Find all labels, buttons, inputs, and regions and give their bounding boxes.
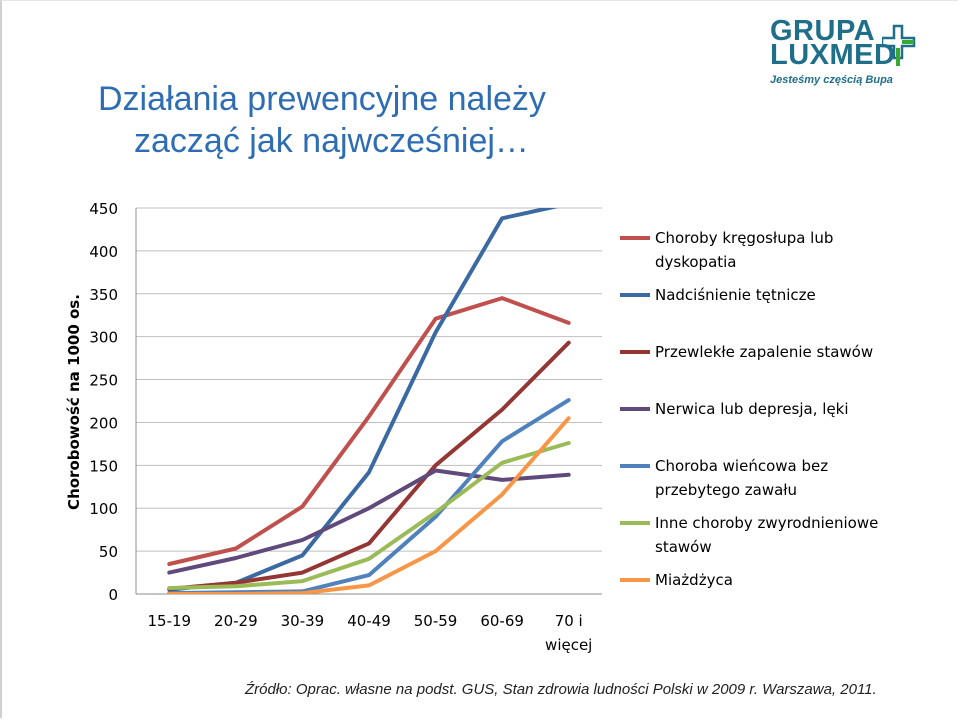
luxmed-logo: GRUPA LUXMED Jesteśmy częścią Bupa (770, 16, 930, 96)
series-line-3 (167, 340, 571, 591)
y-tick-label: 450 (89, 200, 118, 218)
series-line-6 (167, 441, 571, 590)
y-axis-label: Chorobowość na 1000 os. (65, 294, 83, 510)
legend-label: Przewlekłe zapalenie stawów (655, 343, 873, 361)
legend-label: Choroba wieńcowa bez przebytego zawału (655, 457, 828, 499)
y-tick-label: 300 (89, 329, 118, 347)
y-tick-label: 150 (89, 457, 118, 475)
x-tick-label: 40-49 (347, 612, 391, 630)
legend-label: Choroby kręgosłupa lub dyskopatia (655, 229, 833, 271)
chart-axes: 0 50 100 150 200 250 300 350 400 450 15-19 20-29 30-… (65, 200, 602, 654)
x-tick-label: 15-19 (147, 612, 191, 630)
logo-tagline: Jesteśmy częścią Bupa (770, 74, 893, 86)
slide-title-line-2: zacząć jak najwcześniej… (134, 122, 529, 160)
y-tick-label: 50 (99, 543, 118, 561)
y-tick-label: 250 (89, 372, 118, 390)
series-line-5 (167, 398, 571, 594)
y-tick-label: 350 (89, 286, 118, 304)
x-tick-label: 20-29 (214, 612, 258, 630)
chart-series (167, 208, 571, 594)
y-tick-label: 0 (108, 586, 118, 604)
legend-label: Nerwica lub depresja, lęki (655, 400, 849, 418)
x-tick-label: 70 i więcej (545, 612, 592, 654)
x-tick-label: 50-59 (414, 612, 458, 630)
source-note: Źródło: Oprac. własne na podst. GUS, Sta… (245, 681, 877, 698)
legend-label: Inne choroby zwyrodnieniowe stawów (655, 514, 878, 556)
series-line-2 (167, 208, 559, 592)
medical-cross-icon (882, 24, 916, 66)
slide-title-line-1: Działania prewencyjne należy (98, 80, 546, 118)
y-tick-label: 100 (89, 500, 118, 518)
series-line-7 (167, 416, 571, 594)
y-tick-label: 400 (89, 243, 118, 261)
chart-gridlines (136, 207, 602, 552)
y-tick-label: 200 (89, 414, 118, 432)
logo-word-luxmed: LUXMED (770, 39, 896, 71)
series-line-1 (167, 296, 571, 566)
legend-label: Miażdżyca (655, 571, 733, 589)
x-tick-label: 30-39 (281, 612, 325, 630)
legend-label: Nadciśnienie tętnicze (655, 286, 816, 304)
x-tick-label: 60-69 (480, 612, 524, 630)
logo-word-grupa: GRUPA (770, 15, 876, 47)
series-line-4 (167, 468, 571, 575)
chart: 0 50 100 150 200 250 300 350 400 450 15-19 20-29 30-… (65, 200, 878, 654)
chart-legend: Choroby kręgosłupa lub dyskopatia Nadciśni… (620, 229, 878, 589)
slide-title: Działania prewencyjne należy zacząć jak … (98, 78, 546, 162)
